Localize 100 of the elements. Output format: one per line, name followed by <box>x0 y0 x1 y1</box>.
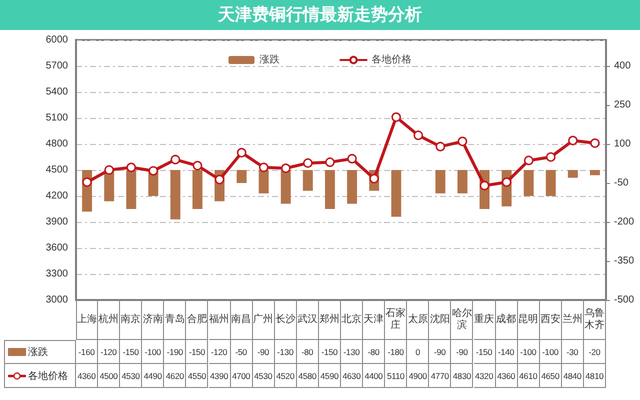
data-label: 4900 <box>407 364 430 388</box>
x-tick-label: 成都 <box>496 300 518 340</box>
x-tick-label: 北京 <box>341 300 364 340</box>
y-tick-label: 4500 <box>46 164 68 176</box>
y-tick-label: 3000 <box>46 294 68 306</box>
data-label: -100 <box>518 340 540 364</box>
point <box>236 148 246 158</box>
data-label: 0 <box>407 340 430 364</box>
data-label: 4590 <box>318 364 341 388</box>
point <box>170 154 180 164</box>
y-tick-label: 3600 <box>46 242 68 254</box>
y2-tick-label: 250 <box>614 100 632 110</box>
y-tick-label: 6000 <box>46 34 68 46</box>
x-tick-label: 上海 <box>76 300 98 340</box>
data-label: -160 <box>76 340 98 364</box>
data-label: 4360 <box>496 364 518 388</box>
x-tick-label: 哈尔滨 <box>451 300 474 340</box>
y-tick-label: 5400 <box>46 86 68 98</box>
x-tick-label: 西安 <box>540 300 562 340</box>
point <box>104 165 114 175</box>
data-label: -90 <box>252 340 275 364</box>
data-label: -150 <box>474 340 496 364</box>
x-tick-label: 青岛 <box>164 300 186 340</box>
point <box>391 112 401 122</box>
x-tick-label: 昆明 <box>518 300 540 340</box>
data-label: -100 <box>142 340 164 364</box>
x-tick-label: 济南 <box>142 300 164 340</box>
data-label: -140 <box>496 340 518 364</box>
data-label: 4530 <box>120 364 142 388</box>
data-label: -120 <box>208 340 231 364</box>
x-tick-label: 乌鲁木齐 <box>584 300 606 340</box>
y-tick-label: 4800 <box>46 138 68 150</box>
data-label: -150 <box>186 340 208 364</box>
data-label: -150 <box>120 340 142 364</box>
data-label: 4520 <box>274 364 297 388</box>
text: 涨跌 <box>28 347 48 358</box>
chart-title: 天津费铜行情最新走势分析 <box>0 0 640 30</box>
data-label: 4550 <box>186 364 208 388</box>
data-label: -90 <box>429 340 452 364</box>
y-tick-label: 3900 <box>46 216 68 228</box>
x-tick-label: 合肥 <box>186 300 208 340</box>
data-label: 4490 <box>142 364 164 388</box>
data-label: -180 <box>385 340 408 364</box>
data-label: -30 <box>562 340 584 364</box>
point <box>258 162 268 172</box>
point <box>480 180 490 190</box>
point <box>414 130 424 140</box>
data-label: -20 <box>584 340 606 364</box>
data-label: 4530 <box>252 364 275 388</box>
data-label: 4650 <box>540 364 562 388</box>
data-label: 5110 <box>385 364 408 388</box>
data-label: 4320 <box>474 364 496 388</box>
point <box>590 138 600 148</box>
x-tick-label: 郑州 <box>318 300 341 340</box>
x-tick-label: 天津 <box>363 300 386 340</box>
y2-tick-label: -500 <box>614 294 634 306</box>
data-label: 4770 <box>429 364 452 388</box>
y2-tick-label: -350 <box>614 256 634 266</box>
x-tick-label: 福州 <box>208 300 231 340</box>
legend-label: 各地价格 <box>372 54 412 66</box>
point <box>281 164 291 174</box>
data-label: 4580 <box>296 364 319 388</box>
data-label: 4360 <box>76 364 98 388</box>
y-tick-label: 4200 <box>46 190 68 202</box>
point <box>325 157 335 167</box>
data-label: 4630 <box>341 364 364 388</box>
y-tick-label: 3300 <box>46 268 68 280</box>
y2-tick-label: -50 <box>614 178 629 188</box>
data-label: 4500 <box>98 364 120 388</box>
point <box>347 154 357 164</box>
x-tick-label: 长沙 <box>274 300 297 340</box>
data-label: 4390 <box>208 364 231 388</box>
x-tick-label: 重庆 <box>474 300 496 340</box>
data-label: 4810 <box>584 364 606 388</box>
data-label: 4830 <box>451 364 474 388</box>
data-label: 4620 <box>164 364 186 388</box>
data-label: 4400 <box>363 364 386 388</box>
x-tick-label: 太原 <box>407 300 430 340</box>
point <box>214 174 224 184</box>
y2-tick-label: 100 <box>614 138 632 150</box>
x-tick-label: 兰州 <box>562 300 584 340</box>
data-label: -130 <box>341 340 364 364</box>
x-tick-label: 杭州 <box>98 300 120 340</box>
y-tick-label: 5100 <box>46 112 68 124</box>
point <box>126 162 136 172</box>
data-label: -150 <box>318 340 341 364</box>
x-tick-label: 石家庄 <box>385 300 408 340</box>
y-tick-label: 5700 <box>46 60 68 72</box>
x-tick-label: 南京 <box>120 300 142 340</box>
data-label: -120 <box>98 340 120 364</box>
data-label: -90 <box>451 340 474 364</box>
data-label: -80 <box>363 340 386 364</box>
legend-label: 涨跌 <box>260 54 280 66</box>
data-label: -130 <box>274 340 297 364</box>
x-tick-label: 武汉 <box>296 300 319 340</box>
point <box>524 156 534 166</box>
point <box>458 136 468 146</box>
data-label: 4610 <box>518 364 540 388</box>
data-label: 4700 <box>230 364 253 388</box>
x-tick-label: 南昌 <box>230 300 253 340</box>
